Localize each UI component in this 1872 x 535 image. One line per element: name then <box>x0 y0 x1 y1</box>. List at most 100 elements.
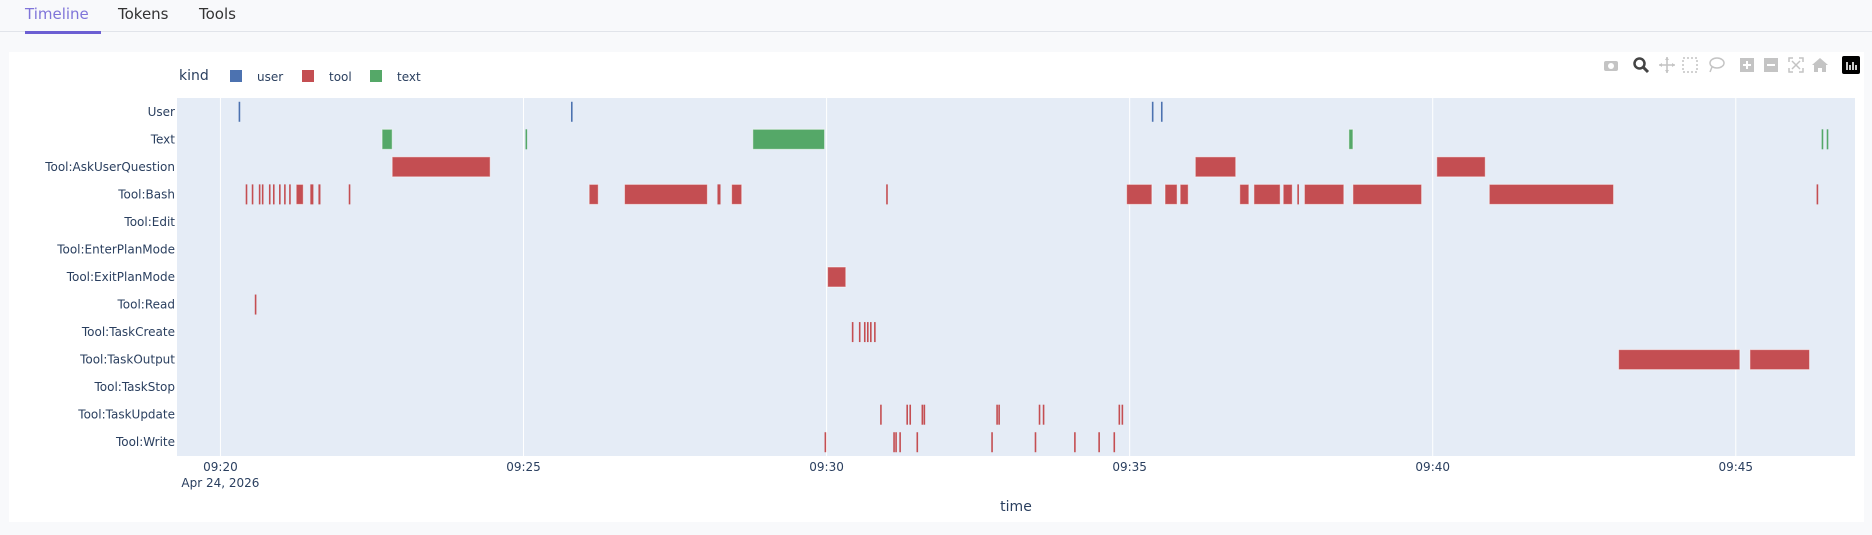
zoom-in-icon[interactable] <box>1738 56 1756 74</box>
timeline-bar-tool[interactable] <box>866 322 869 343</box>
timeline-bar-user[interactable] <box>1160 101 1163 122</box>
legend-swatch-tool[interactable] <box>302 70 314 82</box>
timeline-bar-tool[interactable] <box>1042 404 1045 425</box>
timeline-bar-tool[interactable] <box>245 184 248 205</box>
timeline-bar-tool[interactable] <box>906 404 908 425</box>
pan-icon[interactable] <box>1658 56 1676 74</box>
timeline-bar-tool[interactable] <box>624 183 708 205</box>
x-tick-label: 09:25 <box>506 460 541 474</box>
reset-axes-icon[interactable] <box>1811 56 1829 74</box>
x-date-label: Apr 24, 2026 <box>181 476 259 490</box>
timeline-bar-tool[interactable] <box>1618 349 1741 371</box>
timeline-bar-tool[interactable] <box>1749 349 1811 371</box>
timeline-bar-tool[interactable] <box>1239 183 1250 205</box>
autoscale-icon[interactable] <box>1787 56 1805 74</box>
timeline-bar-tool[interactable] <box>272 184 275 205</box>
timeline-bar-tool[interactable] <box>916 432 919 453</box>
tab-tools[interactable]: Tools <box>199 5 236 31</box>
timeline-bar-tool[interactable] <box>895 432 897 453</box>
timeline-bar-text[interactable] <box>752 128 826 150</box>
timeline-bar-tool[interactable] <box>1253 183 1281 205</box>
timeline-bar-tool[interactable] <box>289 184 291 205</box>
timeline-bar-tool[interactable] <box>1436 156 1486 178</box>
timeline-bar-tool[interactable] <box>991 432 993 453</box>
timeline-bar-tool[interactable] <box>921 404 924 425</box>
timeline-bar-user[interactable] <box>1151 101 1154 122</box>
timeline-bar-tool[interactable] <box>258 184 261 205</box>
timeline-bar-tool[interactable] <box>1488 183 1615 205</box>
timeline-bar-tool[interactable] <box>318 184 321 205</box>
timeline-bar-text[interactable] <box>1821 129 1824 150</box>
tab-timeline[interactable]: Timeline <box>25 5 101 34</box>
timeline-bar-tool[interactable] <box>1113 432 1116 453</box>
timeline-bar-text[interactable] <box>1348 128 1354 150</box>
timeline-bar-tool[interactable] <box>1121 404 1124 425</box>
timeline-bar-tool[interactable] <box>261 184 264 205</box>
timeline-bar-tool[interactable] <box>1098 432 1100 453</box>
lasso-select-icon[interactable] <box>1707 56 1725 74</box>
timeline-bar-tool[interactable] <box>827 266 847 288</box>
timeline-bar-tool[interactable] <box>1194 156 1237 178</box>
camera-icon[interactable] <box>1602 56 1620 74</box>
timeline-bar-tool[interactable] <box>284 184 286 205</box>
timeline-bar-tool[interactable] <box>1118 404 1121 425</box>
box-select-icon[interactable] <box>1681 56 1699 74</box>
y-tick-label: Tool:ExitPlanMode <box>66 270 175 284</box>
timeline-bar-tool[interactable] <box>899 432 901 453</box>
timeline-bar-tool[interactable] <box>1126 183 1153 205</box>
timeline-bar-tool[interactable] <box>717 184 721 205</box>
y-tick-label: Tool:Bash <box>117 187 175 201</box>
timeline-bar-tool[interactable] <box>923 404 926 425</box>
legend-label-user[interactable]: user <box>257 70 283 84</box>
timeline-bar-tool[interactable] <box>348 184 351 205</box>
timeline-bar-tool[interactable] <box>268 184 271 205</box>
legend-title: kind <box>179 68 209 84</box>
timeline-bar-user[interactable] <box>570 101 573 122</box>
timeline-bar-tool[interactable] <box>1164 183 1178 205</box>
timeline-bar-tool[interactable] <box>1038 404 1041 425</box>
timeline-bar-tool[interactable] <box>310 184 314 205</box>
timeline-bar-tool[interactable] <box>998 404 1000 425</box>
timeline-bar-text[interactable] <box>381 128 393 150</box>
timeline-bar-tool[interactable] <box>1297 184 1299 205</box>
timeline-bar-tool[interactable] <box>1179 183 1189 205</box>
y-tick-label: Tool:TaskUpdate <box>77 408 175 422</box>
legend-label-tool[interactable]: tool <box>329 70 352 84</box>
timeline-bar-tool[interactable] <box>295 183 304 205</box>
timeline-bar-tool[interactable] <box>279 184 281 205</box>
timeline-bar-tool[interactable] <box>254 294 257 315</box>
timeline-bar-tool[interactable] <box>251 184 254 205</box>
timeline-bar-tool[interactable] <box>588 183 599 205</box>
zoom-out-icon[interactable] <box>1762 56 1780 74</box>
legend-label-text[interactable]: text <box>397 70 421 84</box>
timeline-bar-tool[interactable] <box>824 432 827 453</box>
timeline-bar-tool[interactable] <box>863 322 866 343</box>
zoom-icon[interactable] <box>1632 56 1650 74</box>
y-tick-label: Tool:AskUserQuestion <box>44 160 175 174</box>
timeline-bar-tool[interactable] <box>1352 183 1423 205</box>
timeline-bar-tool[interactable] <box>880 404 882 425</box>
timeline-bar-tool[interactable] <box>1816 184 1819 205</box>
timeline-bar-tool[interactable] <box>391 156 491 178</box>
timeline-bar-tool[interactable] <box>731 183 743 205</box>
tab-tokens[interactable]: Tokens <box>118 5 169 31</box>
timeline-bar-tool[interactable] <box>851 322 854 343</box>
timeline-bar-tool[interactable] <box>893 432 895 453</box>
timeline-bar-text[interactable] <box>1826 129 1829 150</box>
timeline-bar-tool[interactable] <box>858 322 861 343</box>
timeline-bar-tool[interactable] <box>874 322 876 343</box>
timeline-bar-tool[interactable] <box>870 322 872 343</box>
timeline-bar-tool[interactable] <box>1303 183 1345 205</box>
legend-swatch-user[interactable] <box>230 70 242 82</box>
timeline-bar-tool[interactable] <box>1282 183 1293 205</box>
timeline-bar-tool[interactable] <box>996 404 998 425</box>
timeline-bar-tool[interactable] <box>1034 432 1037 453</box>
timeline-bar-tool[interactable] <box>909 404 912 425</box>
plotly-logo-icon[interactable] <box>1842 56 1860 74</box>
timeline-bar-user[interactable] <box>238 101 241 122</box>
legend-swatch-text[interactable] <box>370 70 382 82</box>
timeline-bar-text[interactable] <box>525 129 528 150</box>
timeline-bar-tool[interactable] <box>886 184 888 205</box>
timeline-bar-tool[interactable] <box>1074 432 1076 453</box>
